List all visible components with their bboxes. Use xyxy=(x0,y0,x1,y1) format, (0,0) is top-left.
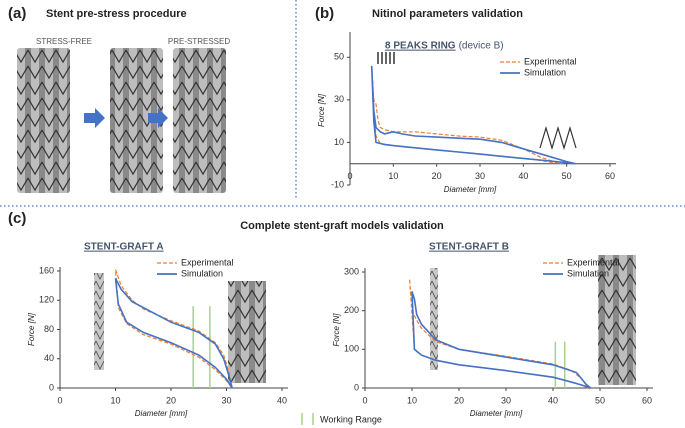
y-tick-label: 40 xyxy=(44,353,54,363)
y-tick-label: -10 xyxy=(331,179,344,189)
x-tick-label: 50 xyxy=(562,171,572,181)
panel-label: (c) xyxy=(8,210,26,227)
y-tick-label: 50 xyxy=(334,52,344,62)
x-tick-label: 50 xyxy=(595,395,605,405)
legend-label: Simulation xyxy=(181,268,223,278)
x-tick-label: 30 xyxy=(475,171,485,181)
x-axis-label: Diameter [mm] xyxy=(444,185,497,194)
y-tick-label: 0 xyxy=(49,382,54,392)
y-tick-label: 0 xyxy=(354,382,359,392)
x-tick-label: 30 xyxy=(221,395,231,405)
stent-label: PRE-STRESSED xyxy=(168,37,230,46)
series-line xyxy=(371,67,563,165)
x-tick-label: 10 xyxy=(110,395,120,405)
stent-label: STRESS-FREE xyxy=(36,37,92,46)
y-axis-label: Force [N] xyxy=(27,312,36,346)
y-tick-label: 10 xyxy=(334,137,344,147)
y-tick-label: 100 xyxy=(344,344,359,354)
legend-label: Experimental xyxy=(181,257,234,267)
chart-subtitle: (device B) xyxy=(459,41,504,52)
legend-label: Experimental xyxy=(567,257,620,267)
legend-label: Experimental xyxy=(524,56,577,66)
y-axis-label: Force [N] xyxy=(317,93,326,127)
stent-illustration xyxy=(17,48,226,193)
x-tick-label: 10 xyxy=(407,395,417,405)
y-tick-label: 300 xyxy=(344,266,359,276)
x-tick-label: 10 xyxy=(388,171,398,181)
x-tick-label: 0 xyxy=(347,171,352,181)
device-icons xyxy=(94,52,636,385)
x-tick-label: 40 xyxy=(518,171,528,181)
x-tick-label: 40 xyxy=(548,395,558,405)
y-tick-label: 120 xyxy=(39,295,54,305)
x-tick-label: 60 xyxy=(605,171,615,181)
x-tick-label: 0 xyxy=(57,395,62,405)
legend-label: Simulation xyxy=(567,268,609,278)
y-tick-label: 160 xyxy=(39,265,54,275)
y-tick-label: 200 xyxy=(344,305,359,315)
x-axis-label: Diameter [mm] xyxy=(135,409,188,418)
legend-label: Simulation xyxy=(524,67,566,77)
legend-label: Working Range xyxy=(320,414,382,424)
y-tick-label: 30 xyxy=(334,94,344,104)
x-tick-label: 20 xyxy=(454,395,464,405)
panel-title: Complete stent-graft models validation xyxy=(240,220,444,232)
x-tick-label: 20 xyxy=(432,171,442,181)
series-line xyxy=(370,65,576,165)
chart-title: STENT-GRAFT A xyxy=(84,242,164,253)
panel-title: Nitinol parameters validation xyxy=(372,8,523,20)
x-axis-label: Diameter [mm] xyxy=(470,409,523,418)
x-tick-label: 20 xyxy=(166,395,176,405)
x-tick-label: 40 xyxy=(277,395,287,405)
y-axis-label: Force [N] xyxy=(332,313,341,347)
y-tick-label: 80 xyxy=(44,324,54,334)
panel-label: (b) xyxy=(315,5,334,22)
panel-label: (a) xyxy=(8,5,26,22)
x-tick-label: 30 xyxy=(501,395,511,405)
x-tick-label: 60 xyxy=(642,395,652,405)
x-tick-label: 0 xyxy=(362,395,367,405)
series-line xyxy=(411,291,592,389)
series-line xyxy=(114,277,233,389)
chart-title: 8 PEAKS RING xyxy=(385,41,456,52)
series-line xyxy=(114,269,233,389)
panel-title: Stent pre-stress procedure xyxy=(46,8,187,20)
chart-title: STENT-GRAFT B xyxy=(429,242,509,253)
